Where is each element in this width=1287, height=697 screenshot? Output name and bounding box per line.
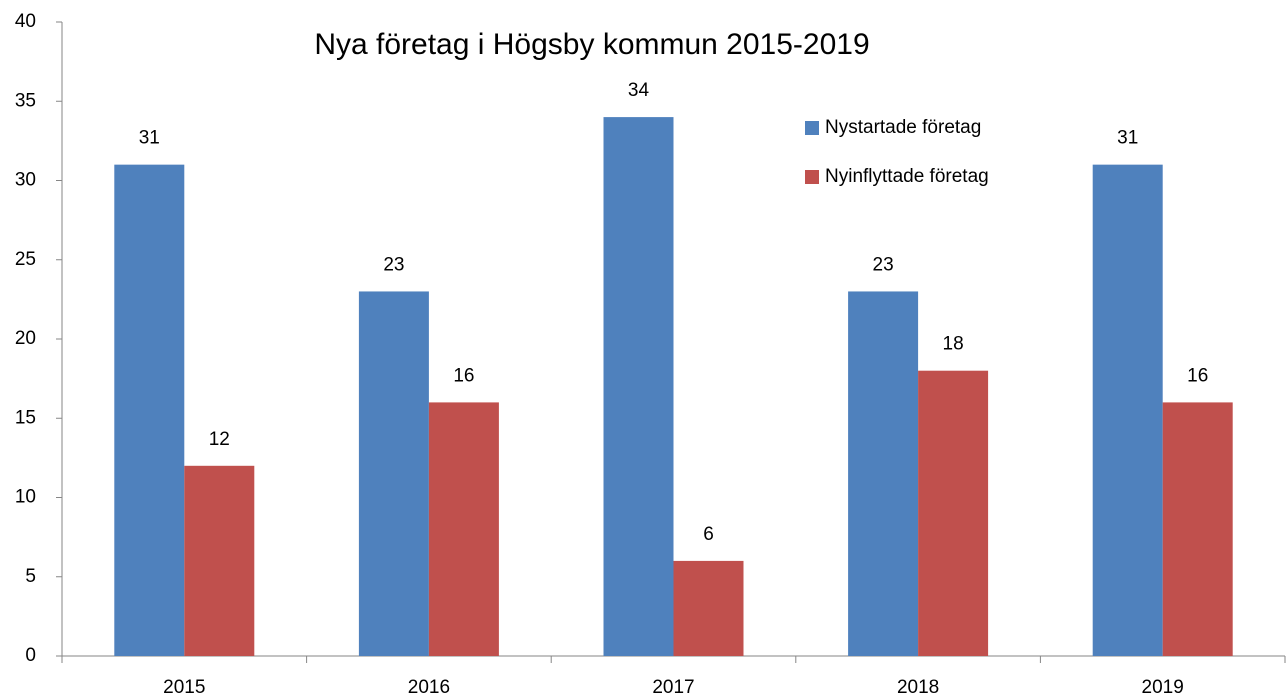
bar bbox=[673, 560, 744, 656]
y-tick-label: 5 bbox=[25, 566, 36, 587]
bar bbox=[184, 465, 255, 656]
x-tick-label: 2016 bbox=[408, 677, 450, 697]
bar bbox=[1162, 402, 1233, 656]
data-label: 6 bbox=[703, 524, 714, 545]
y-tick-label: 0 bbox=[25, 645, 36, 666]
data-label: 12 bbox=[209, 429, 230, 450]
bar bbox=[114, 164, 185, 656]
data-label: 34 bbox=[628, 80, 650, 101]
y-tick-label: 20 bbox=[15, 328, 36, 349]
y-tick-label: 10 bbox=[15, 487, 36, 508]
legend-label: Nystartade företag bbox=[825, 117, 981, 138]
data-label: 31 bbox=[139, 128, 160, 149]
data-label: 16 bbox=[453, 365, 474, 386]
legend-label: Nyinflyttade företag bbox=[825, 166, 989, 187]
bar bbox=[918, 370, 989, 656]
x-tick-label: 2019 bbox=[1142, 677, 1184, 697]
y-tick-label: 35 bbox=[15, 90, 36, 111]
y-tick-label: 15 bbox=[15, 407, 36, 428]
x-tick-label: 2018 bbox=[897, 677, 939, 697]
y-tick-label: 25 bbox=[15, 249, 36, 270]
bar bbox=[428, 402, 499, 656]
legend-swatch bbox=[805, 121, 819, 135]
data-label: 23 bbox=[873, 254, 894, 275]
data-label: 31 bbox=[1117, 128, 1138, 149]
bar bbox=[603, 117, 674, 657]
bar bbox=[1092, 164, 1163, 656]
y-tick-label: 40 bbox=[15, 11, 36, 32]
chart-title: Nya företag i Högsby kommun 2015-2019 bbox=[314, 28, 869, 61]
x-tick-label: 2017 bbox=[652, 677, 694, 697]
y-tick-label: 30 bbox=[15, 170, 36, 191]
data-label: 23 bbox=[383, 254, 404, 275]
data-label: 18 bbox=[943, 334, 964, 355]
bar bbox=[848, 291, 919, 656]
bar bbox=[358, 291, 429, 656]
x-tick-label: 2015 bbox=[163, 677, 205, 697]
legend-swatch bbox=[805, 170, 819, 184]
data-label: 16 bbox=[1187, 365, 1208, 386]
